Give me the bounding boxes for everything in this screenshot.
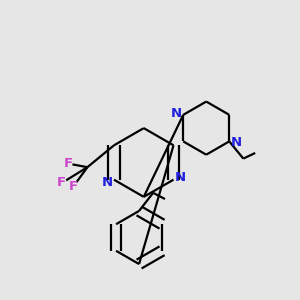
Text: N: N [175,171,186,184]
Text: N: N [171,107,182,120]
Text: N: N [231,136,242,149]
Text: F: F [57,176,66,189]
Text: F: F [64,157,73,170]
Text: N: N [101,176,113,189]
Text: F: F [69,180,78,193]
